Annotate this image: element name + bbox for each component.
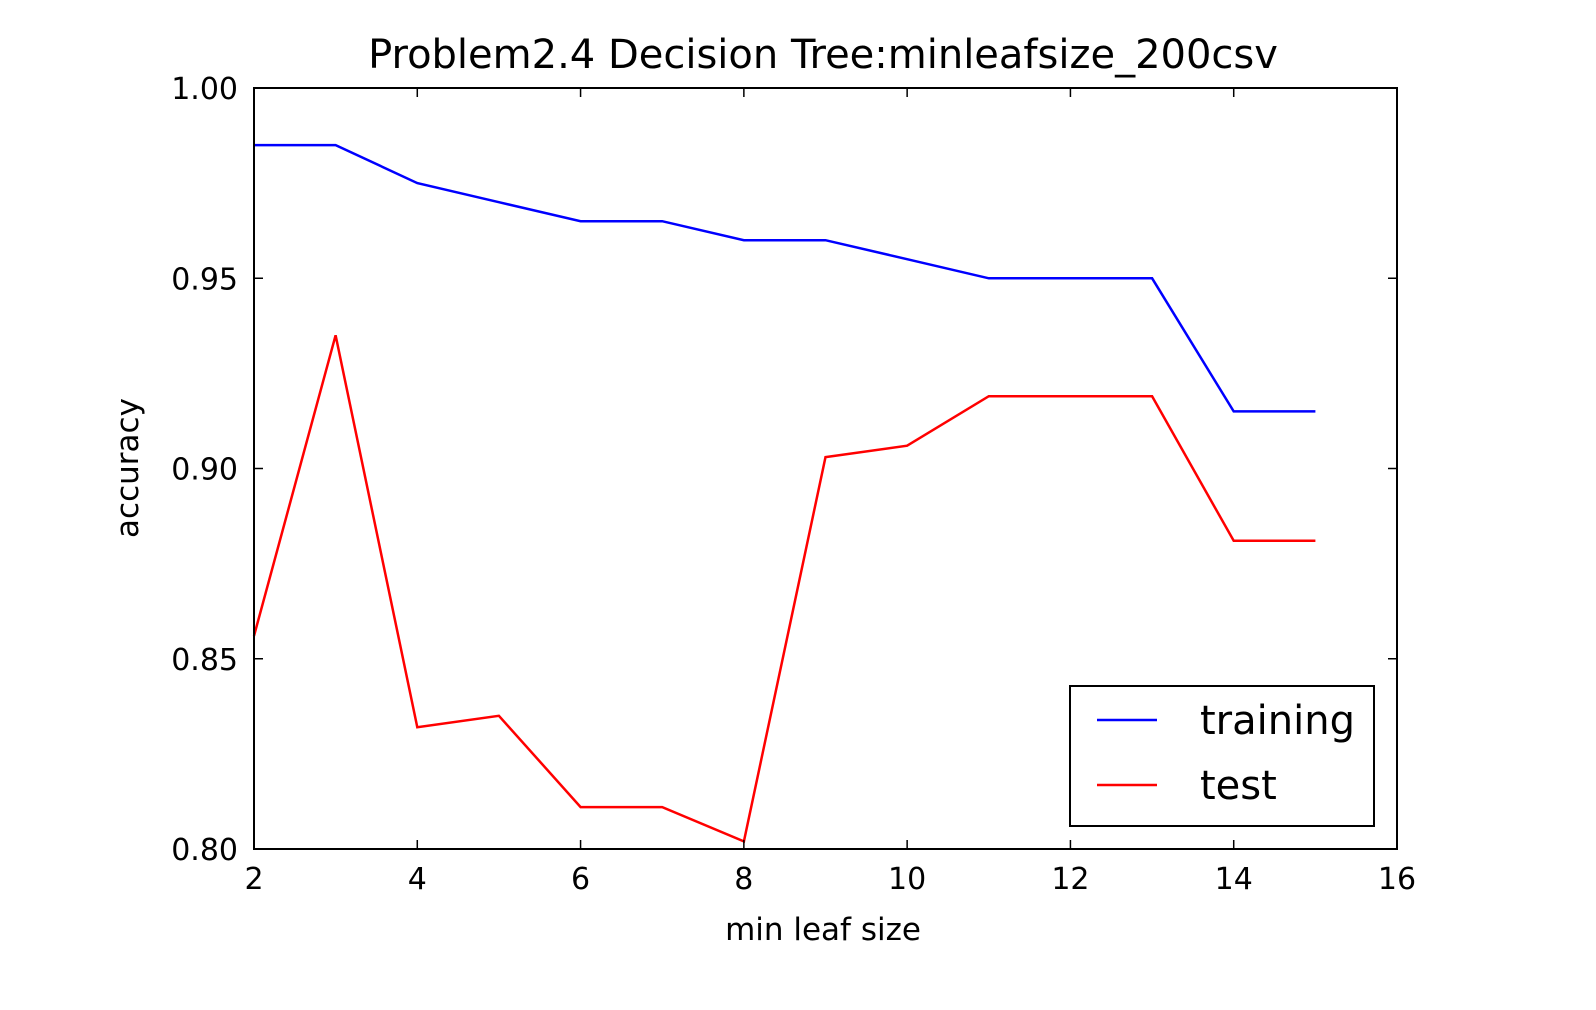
x-tick-label: 16	[1378, 862, 1416, 897]
legend-label-training: training	[1200, 698, 1355, 744]
x-tick-label: 8	[734, 862, 753, 897]
x-tick-label: 6	[571, 862, 590, 897]
y-axis-label: accuracy	[110, 398, 146, 538]
x-tick-label: 4	[408, 862, 427, 897]
y-tick-label: 0.80	[171, 833, 238, 868]
x-tick-label: 10	[888, 862, 926, 897]
x-tick-label: 12	[1051, 862, 1089, 897]
legend-label-test: test	[1200, 763, 1277, 809]
x-axis-label: min leaf size	[725, 912, 921, 948]
x-tick-label: 2	[244, 862, 263, 897]
plot-area: 2 4 6 8 10 12 14 16 0.80 0.85 0.90 0.95 1.00	[171, 72, 1416, 897]
chart-title: Problem2.4 Decision Tree:minleafsize_200…	[368, 32, 1278, 78]
y-tick-label: 0.90	[171, 453, 238, 488]
y-tick-label: 0.95	[171, 262, 238, 297]
y-tick-label: 1.00	[171, 72, 238, 107]
x-tick-label: 14	[1215, 862, 1253, 897]
legend: training test	[1069, 685, 1375, 827]
series-line-training	[254, 143, 1316, 413]
y-tick-label: 0.85	[171, 643, 238, 678]
series-line-test	[252, 334, 1316, 844]
legend-box	[1069, 685, 1375, 827]
